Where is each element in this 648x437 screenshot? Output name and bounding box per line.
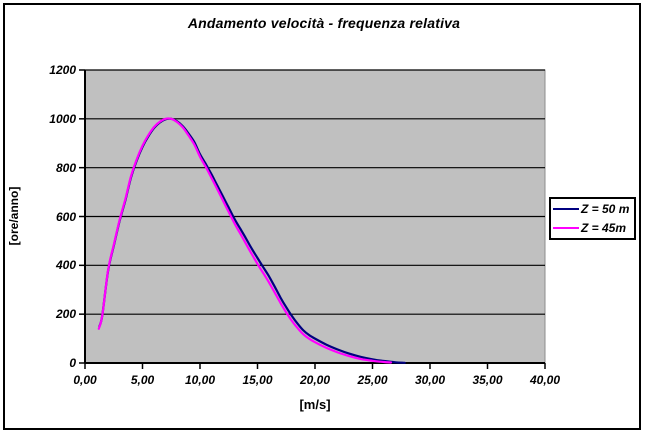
x-tick-label-25,00: 25,00 bbox=[357, 373, 388, 387]
y-tick-label-0: 0 bbox=[69, 356, 76, 370]
y-tick-label-600: 600 bbox=[55, 209, 76, 224]
y-tick-label-1200: 1200 bbox=[49, 63, 76, 77]
x-tick-label-30,00: 30,00 bbox=[414, 373, 446, 387]
legend-entry-z45: Z = 45m bbox=[553, 220, 632, 236]
legend-label-z50: Z = 50 m bbox=[581, 202, 630, 216]
x-tick-label-40,00: 40,00 bbox=[529, 373, 561, 387]
x-tick-label-0,00: 0,00 bbox=[73, 373, 97, 387]
x-tick-label-20,00: 20,00 bbox=[299, 373, 331, 387]
x-tick-label-10,00: 10,00 bbox=[184, 373, 216, 387]
y-tick-label-200: 200 bbox=[55, 307, 76, 322]
chart-title: Andamento velocità - frequenza relativa bbox=[187, 15, 461, 31]
curve-Z45m bbox=[97, 117, 392, 364]
y-tick-label-800: 800 bbox=[55, 160, 76, 175]
y-tick-label-1000: 1000 bbox=[49, 111, 76, 126]
y-axis-title: [ore/anno] bbox=[7, 186, 21, 246]
x-tick-label-5,00: 5,00 bbox=[130, 373, 155, 387]
legend-label-z45: Z = 45m bbox=[581, 221, 627, 235]
y-tick-label-400: 400 bbox=[55, 258, 76, 273]
legend-line-sample-z45-icon bbox=[553, 227, 579, 229]
legend-line-sample-z50-icon bbox=[553, 208, 579, 210]
x-tick-label-15,00: 15,00 bbox=[242, 373, 273, 387]
legend-entry-z50: Z = 50 m bbox=[553, 201, 632, 217]
x-axis-title: [m/s] bbox=[299, 397, 331, 412]
legend: Z = 50 m Z = 45m bbox=[549, 197, 636, 240]
x-tick-label-35,00: 35,00 bbox=[472, 373, 503, 387]
